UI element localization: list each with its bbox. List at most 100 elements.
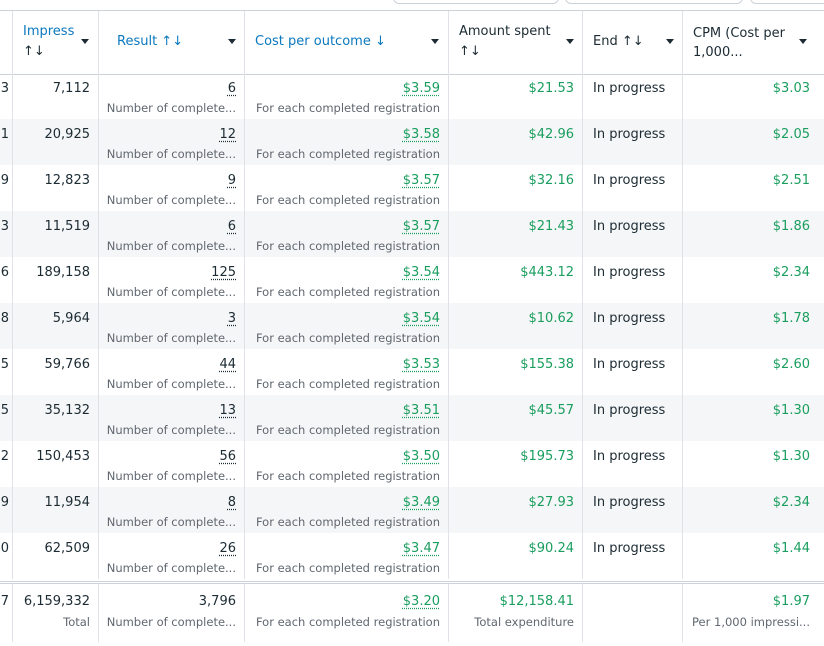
column-header-cpm[interactable]: CPM (Cost per 1,000...: [683, 11, 824, 74]
header-label: CPM (Cost per: [693, 26, 785, 41]
amount-value: $42.96: [528, 127, 575, 142]
cost-per-outcome-cell: $3.50 For each completed registration: [245, 441, 449, 487]
header-label: Impress: [23, 24, 75, 39]
result-cell: 44 Number of complete...: [99, 349, 245, 395]
amount-spent-cell: $443.12: [449, 257, 583, 303]
chevron-down-icon[interactable]: [431, 39, 439, 44]
table-row[interactable]: 2 150,453 56 Number of complete... $3.50 For …: [0, 441, 824, 487]
table-row[interactable]: 9 12,823 9 Number of complete... $3.57 For ea…: [0, 165, 824, 211]
table-row[interactable]: 9 11,954 8 Number of complete... $3.49 For ea…: [0, 487, 824, 533]
result-value[interactable]: 12: [219, 127, 236, 142]
column-header-result[interactable]: Result ↑↓: [99, 11, 245, 74]
cost-value[interactable]: $3.54: [402, 265, 440, 280]
end-status: In progress: [593, 495, 666, 510]
cost-per-outcome-cell: $3.59 For each completed registration: [245, 73, 449, 119]
edge-value: 5: [0, 403, 9, 418]
impressions-cell: 20,925: [13, 119, 99, 165]
row-edge: 0: [0, 533, 13, 579]
result-caption: Number of complete...: [106, 515, 236, 529]
result-value[interactable]: 56: [219, 449, 236, 464]
amount-value: $32.16: [528, 173, 575, 188]
end-status: In progress: [593, 265, 666, 280]
chevron-down-icon[interactable]: [566, 39, 574, 44]
cost-value[interactable]: $3.50: [402, 449, 440, 464]
impressions-cell: 5,964: [13, 303, 99, 349]
result-cell: 125 Number of complete...: [99, 257, 245, 303]
row-edge: 3: [0, 211, 13, 257]
impressions-value: 11,519: [44, 219, 91, 234]
table-row[interactable]: 6 189,158 125 Number of complete... $3.54 For…: [0, 257, 824, 303]
result-caption: Number of complete...: [106, 101, 236, 115]
amount-spent-cell: $195.73: [449, 441, 583, 487]
end-status: In progress: [593, 127, 666, 142]
impressions-cell: 7,112: [13, 73, 99, 119]
table-row[interactable]: 0 62,509 26 Number of complete... $3.47 For e…: [0, 533, 824, 579]
result-value[interactable]: 13: [219, 403, 236, 418]
column-header-amount-spent[interactable]: Amount spent ↑↓: [449, 11, 583, 74]
result-value[interactable]: 26: [219, 541, 236, 556]
result-value[interactable]: 9: [227, 173, 236, 188]
column-header-cost-per-outcome[interactable]: Cost per outcome ↓: [245, 11, 449, 74]
end-status: In progress: [593, 81, 666, 96]
cost-caption: For each completed registration: [255, 469, 440, 483]
result-cell: 8 Number of complete...: [99, 487, 245, 533]
cost-value[interactable]: $3.47: [402, 541, 440, 556]
column-header-end[interactable]: End ↑↓: [583, 11, 683, 74]
table-row[interactable]: 3 7,112 6 Number of complete... $3.59 For eac…: [0, 73, 824, 119]
amount-value: $443.12: [520, 265, 574, 280]
cost-caption: For each completed registration: [255, 377, 440, 391]
cpm-cell: $2.34: [683, 487, 824, 533]
cost-value[interactable]: $3.53: [402, 357, 440, 372]
table-row[interactable]: 5 59,766 44 Number of complete... $3.53 For e…: [0, 349, 824, 395]
cost-value[interactable]: $3.58: [402, 127, 440, 142]
chevron-down-icon[interactable]: [666, 39, 674, 44]
impressions-value: 189,158: [36, 265, 90, 280]
result-value[interactable]: 44: [219, 357, 236, 372]
amount-value: $195.73: [520, 449, 574, 464]
result-value[interactable]: 6: [227, 81, 236, 96]
result-caption: Number of complete...: [106, 561, 236, 575]
cpm-value: $2.05: [772, 127, 810, 142]
cost-value[interactable]: $3.57: [402, 219, 440, 234]
cpm-cell: $3.03: [683, 73, 824, 119]
column-header-impressions[interactable]: Impress ↑↓: [13, 11, 99, 74]
table-row[interactable]: 3 11,519 6 Number of complete... $3.57 For ea…: [0, 211, 824, 257]
cost-value[interactable]: $3.57: [402, 173, 440, 188]
result-caption: Number of complete...: [106, 147, 236, 161]
table-row[interactable]: 1 20,925 12 Number of complete... $3.58 For e…: [0, 119, 824, 165]
result-value[interactable]: 125: [211, 265, 236, 280]
end-status: In progress: [593, 357, 666, 372]
header-label: Cost per outcome ↓: [255, 34, 386, 49]
result-cell: 6 Number of complete...: [99, 73, 245, 119]
result-value[interactable]: 6: [227, 219, 236, 234]
cpm-value: $1.30: [772, 449, 810, 464]
cost-caption: For each completed registration: [255, 193, 440, 207]
cost-caption: For each completed registration: [255, 101, 440, 115]
edge-value: 3: [0, 81, 9, 96]
amount-value: $10.62: [528, 311, 575, 326]
cost-value[interactable]: $3.59: [402, 81, 440, 96]
table-row[interactable]: 5 35,132 13 Number of complete... $3.51 For e…: [0, 395, 824, 441]
edge-value: 9: [0, 495, 9, 510]
impressions-value: 62,509: [44, 541, 91, 556]
cost-value[interactable]: $3.49: [402, 495, 440, 510]
amount-value: $21.53: [528, 81, 575, 96]
cost-value[interactable]: $3.51: [402, 403, 440, 418]
result-value[interactable]: 8: [227, 495, 236, 510]
chevron-down-icon[interactable]: [81, 39, 89, 44]
header-label-continued: 1,000...: [693, 45, 743, 60]
chevron-down-icon[interactable]: [228, 39, 236, 44]
table-row[interactable]: 8 5,964 3 Number of complete... $3.54 For eac…: [0, 303, 824, 349]
result-value[interactable]: 3: [227, 311, 236, 326]
row-edge: 3: [0, 73, 13, 119]
toolbar-button[interactable]: [750, 0, 824, 4]
toolbar-button[interactable]: [393, 0, 559, 4]
toolbar-button[interactable]: [565, 0, 743, 4]
cost-value[interactable]: $3.54: [402, 311, 440, 326]
cpm-value: $3.03: [772, 81, 810, 96]
amount-spent-cell: $155.38: [449, 349, 583, 395]
impressions-cell: 59,766: [13, 349, 99, 395]
chevron-down-icon[interactable]: [799, 39, 807, 44]
impressions-value: 20,925: [44, 127, 91, 142]
edge-value: 2: [0, 449, 9, 464]
